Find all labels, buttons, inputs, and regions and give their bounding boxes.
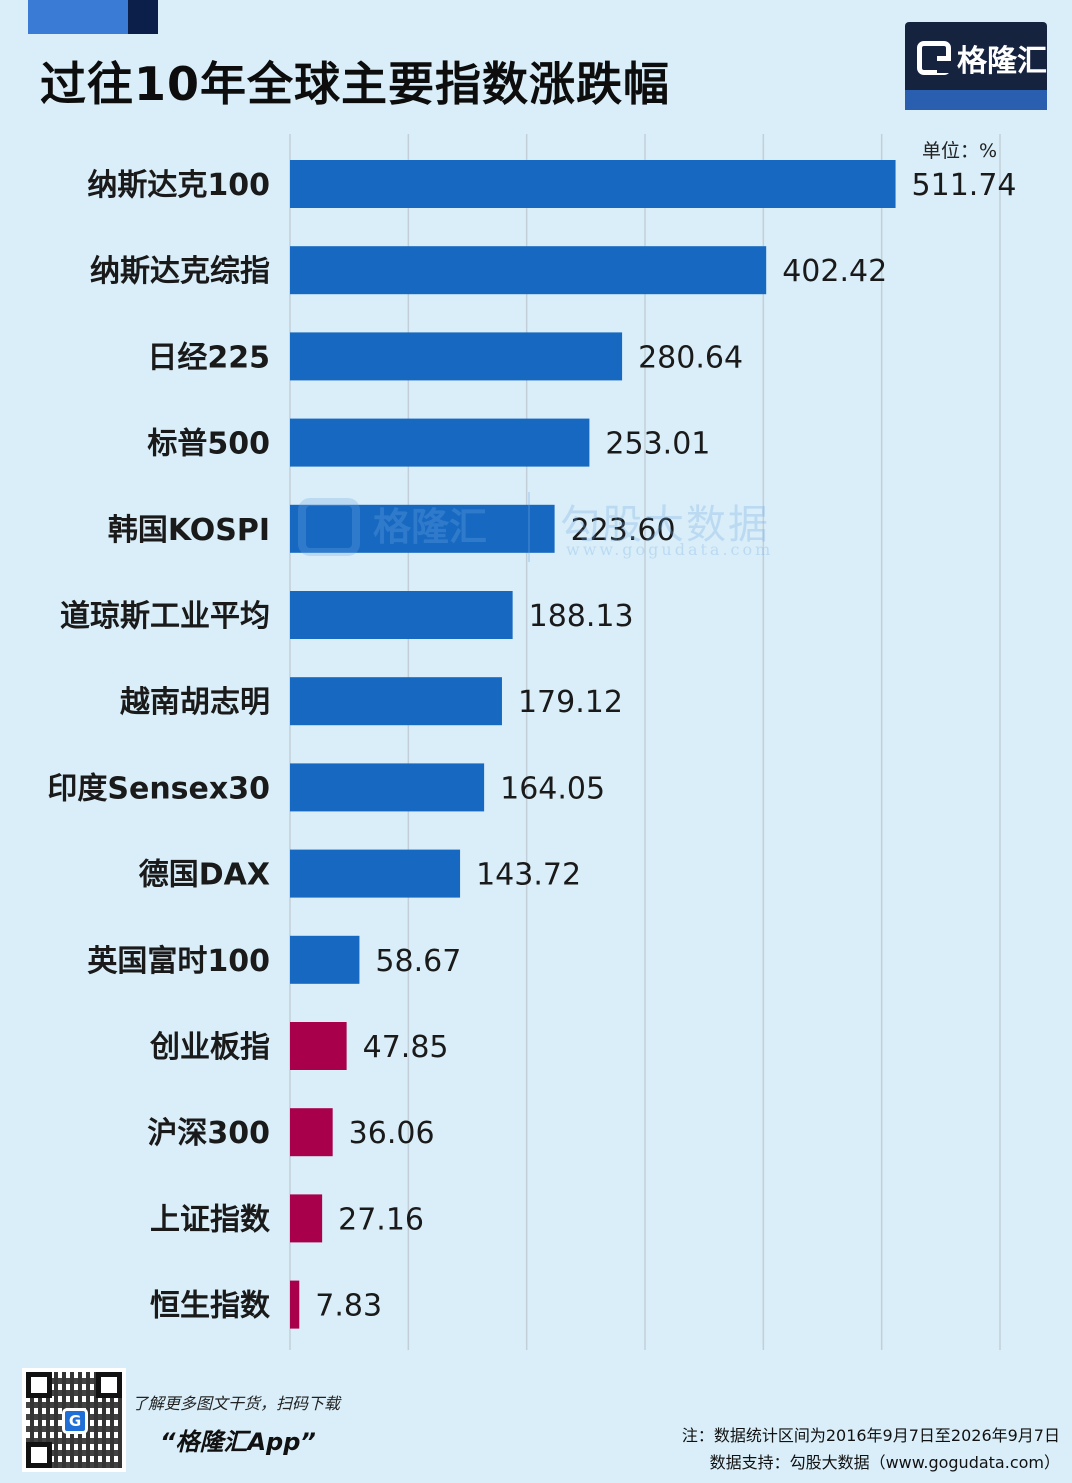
data-source: 数据支持：勾股大数据（www.gogudata.com） xyxy=(709,1453,1060,1472)
bar xyxy=(290,418,590,467)
category-label: 德国DAX xyxy=(139,858,270,893)
value-label: 36.06 xyxy=(349,1116,435,1151)
bar xyxy=(290,1108,333,1157)
bar xyxy=(290,935,360,984)
qr-center-logo-icon: G xyxy=(62,1408,88,1434)
value-label: 47.85 xyxy=(363,1030,449,1065)
qr-finder-top-right xyxy=(96,1372,122,1398)
category-label: 沪深300 xyxy=(147,1116,270,1151)
logo-strip xyxy=(905,90,1047,110)
category-label: 韩国KOSPI xyxy=(108,513,270,548)
qr-finder-bottom-left xyxy=(26,1442,52,1468)
bar-chart: 纳斯达克100 511.74 纳斯达克综指 402.42 日经225 280.64 标普50… xyxy=(47,134,1017,1350)
value-label: 164.05 xyxy=(500,771,605,806)
category-label: 英国富时100 xyxy=(87,944,270,979)
category-label: 创业板指 xyxy=(149,1030,270,1065)
chart-title: 过往10年全球主要指数涨跌幅 xyxy=(40,57,671,111)
qr-code[interactable]: G xyxy=(22,1368,126,1472)
value-label: 223.60 xyxy=(571,513,676,548)
value-label: 143.72 xyxy=(476,858,581,893)
category-label: 道琼斯工业平均 xyxy=(60,599,270,634)
category-label: 上证指数 xyxy=(150,1202,271,1237)
bar xyxy=(290,1280,300,1329)
value-label: 253.01 xyxy=(605,427,710,462)
promo-text: 了解更多图文干货，扫码下载 xyxy=(132,1394,341,1413)
value-label: 7.83 xyxy=(315,1289,382,1324)
value-label: 511.74 xyxy=(912,168,1017,203)
app-name: “格隆汇App” xyxy=(160,1428,316,1456)
bar xyxy=(290,332,623,381)
bar xyxy=(290,160,896,208)
bar xyxy=(290,504,555,553)
bar xyxy=(290,591,513,639)
category-label: 纳斯达克综指 xyxy=(90,254,270,289)
bar xyxy=(290,1022,347,1070)
header-accent-dark xyxy=(128,0,158,34)
value-label: 179.12 xyxy=(518,685,623,720)
g-logo-icon xyxy=(917,41,951,75)
bar xyxy=(290,763,485,812)
value-label: 402.42 xyxy=(782,254,887,289)
brand-logo: 格隆汇 xyxy=(905,22,1047,110)
bar xyxy=(290,246,767,295)
header-accent-light xyxy=(28,0,128,34)
category-label: 标普500 xyxy=(147,427,270,462)
category-label: 恒生指数 xyxy=(150,1289,271,1324)
unit-label: 单位：% xyxy=(922,140,998,162)
category-label: 越南胡志明 xyxy=(120,685,270,720)
value-label: 280.64 xyxy=(638,340,743,375)
value-label: 188.13 xyxy=(529,599,634,634)
category-label: 纳斯达克100 xyxy=(87,168,270,203)
brand-name: 格隆汇 xyxy=(957,44,1047,79)
bar xyxy=(290,1194,323,1243)
bar xyxy=(290,677,502,726)
category-label: 印度Sensex30 xyxy=(47,771,270,806)
bar xyxy=(290,849,461,898)
date-range-note: 注：数据统计区间为2016年9月7日至2026年9月7日 xyxy=(681,1426,1060,1445)
value-label: 27.16 xyxy=(338,1202,424,1237)
value-label: 58.67 xyxy=(375,944,461,979)
category-label: 日经225 xyxy=(147,340,270,375)
qr-finder-top-left xyxy=(26,1372,52,1398)
